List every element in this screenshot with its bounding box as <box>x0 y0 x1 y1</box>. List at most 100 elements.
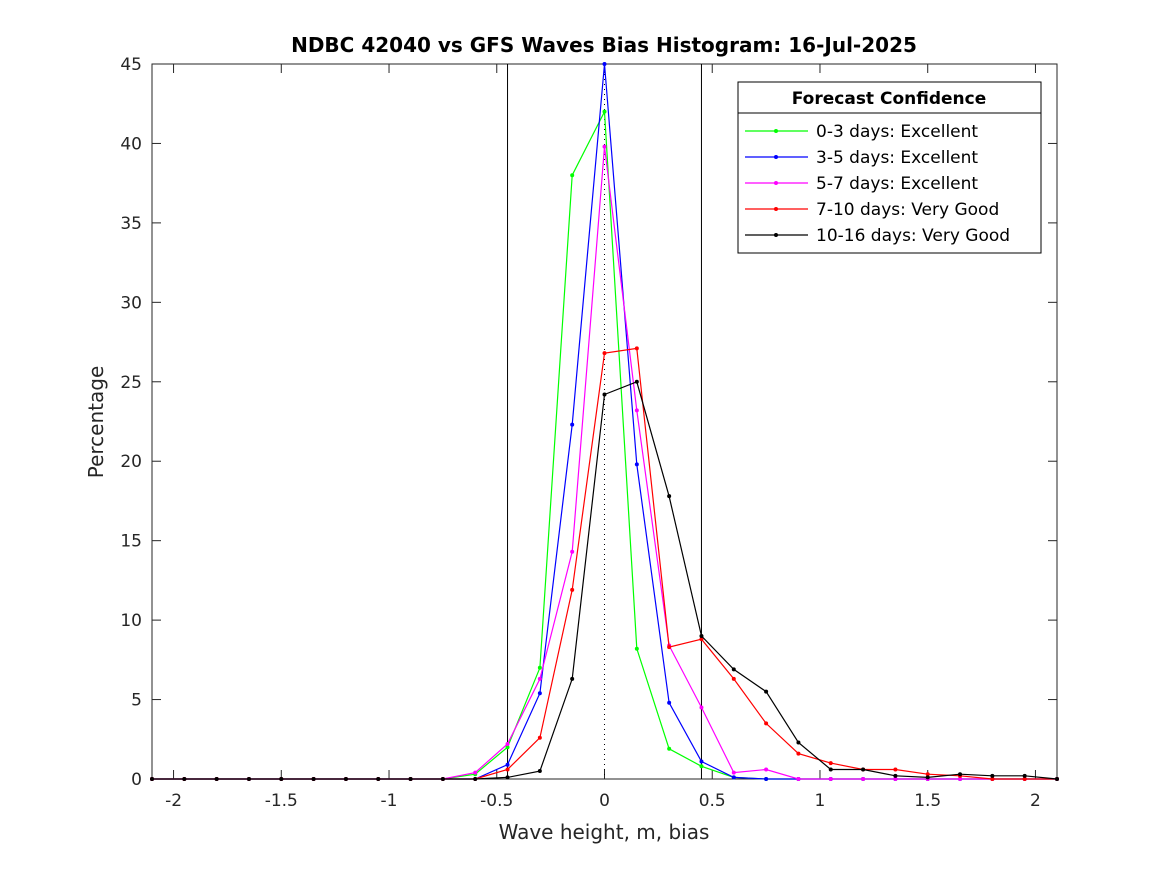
data-point <box>343 777 348 781</box>
data-point <box>537 769 542 774</box>
y-tick-label: 10 <box>120 611 142 631</box>
data-point <box>570 549 575 554</box>
data-point <box>1022 777 1027 781</box>
data-point <box>311 777 316 781</box>
data-point <box>699 759 704 764</box>
y-axis-title: Percentage <box>84 366 108 479</box>
data-point <box>990 773 995 778</box>
data-point <box>699 637 704 642</box>
data-point <box>667 700 672 705</box>
data-point <box>796 740 801 745</box>
y-tick-label: 35 <box>120 214 142 234</box>
data-point <box>796 751 801 756</box>
data-point <box>634 408 639 413</box>
data-point <box>764 767 769 772</box>
y-tick-label: 0 <box>131 770 142 790</box>
legend-marker <box>774 233 778 237</box>
data-point <box>570 676 575 681</box>
data-point <box>408 777 413 781</box>
x-axis-title: Wave height, m, bias <box>499 820 710 844</box>
data-point <box>699 705 704 710</box>
data-point <box>505 745 510 750</box>
data-point <box>634 462 639 467</box>
x-tick-label: -1.5 <box>265 791 298 811</box>
legend-marker <box>774 207 778 211</box>
legend-box <box>737 81 1042 254</box>
x-tick-label: 1.5 <box>914 791 941 811</box>
data-point <box>473 770 478 775</box>
legend-marker <box>774 181 778 185</box>
legend-label: 3-5 days: Excellent <box>816 148 978 168</box>
data-point <box>473 777 478 781</box>
data-point <box>667 746 672 751</box>
data-point <box>537 691 542 696</box>
data-point <box>828 767 833 772</box>
data-point <box>731 770 736 775</box>
data-point <box>699 764 704 769</box>
data-point <box>667 645 672 650</box>
x-tick-label: 1 <box>815 791 826 811</box>
y-tick-label: 20 <box>120 452 142 472</box>
data-point <box>796 777 801 781</box>
legend-title: Forecast Confidence <box>792 89 987 109</box>
legend-label: 10-16 days: Very Good <box>816 226 1010 246</box>
data-point <box>699 634 704 638</box>
data-point <box>990 777 995 781</box>
data-point <box>861 767 866 772</box>
data-point <box>505 742 510 747</box>
data-point <box>634 379 639 384</box>
data-point <box>602 144 607 149</box>
legend-marker <box>774 129 778 133</box>
data-point <box>602 62 607 66</box>
data-point <box>861 777 866 781</box>
series-5 <box>150 379 1059 781</box>
data-point <box>214 777 219 781</box>
data-point <box>828 777 833 781</box>
legend-marker <box>774 155 778 159</box>
data-point <box>505 767 510 772</box>
data-point <box>1022 773 1027 778</box>
data-point <box>958 772 963 777</box>
data-point <box>634 346 639 351</box>
legend-label: 7-10 days: Very Good <box>816 200 999 220</box>
data-point <box>246 777 251 781</box>
data-point <box>731 775 736 780</box>
y-tick-label: 25 <box>120 373 142 393</box>
data-point <box>570 422 575 427</box>
x-tick-label: -1 <box>381 791 398 811</box>
y-tick-label: 45 <box>120 55 142 75</box>
legend-label: 0-3 days: Excellent <box>816 122 978 142</box>
data-point <box>764 721 769 726</box>
data-point <box>505 775 510 780</box>
data-point <box>731 676 736 681</box>
y-tick-label: 15 <box>120 532 142 552</box>
data-point <box>764 689 769 694</box>
data-point <box>537 676 542 681</box>
data-point <box>602 392 607 397</box>
legend-label: 5-7 days: Excellent <box>816 174 978 194</box>
data-point <box>440 777 445 781</box>
data-point <box>958 777 963 781</box>
chart-title: NDBC 42040 vs GFS Waves Bias Histogram: … <box>291 33 917 57</box>
data-point <box>1055 777 1059 781</box>
data-point <box>893 773 898 778</box>
y-tick-label: 30 <box>120 293 142 313</box>
data-point <box>537 735 542 740</box>
y-tick-label: 40 <box>120 134 142 154</box>
legend: Forecast Confidence 0-3 days: Excellent 3… <box>737 81 1042 254</box>
data-point <box>634 646 639 651</box>
data-point <box>150 777 154 781</box>
x-tick-label: -0.5 <box>480 791 513 811</box>
data-point <box>376 777 381 781</box>
data-point <box>828 761 833 766</box>
data-point <box>893 767 898 772</box>
legend-entries: 0-3 days: Excellent 3-5 days: Excellent 5-… <box>745 122 1010 246</box>
data-point <box>182 777 187 781</box>
data-point <box>667 494 672 499</box>
data-point <box>893 777 898 781</box>
data-point <box>570 587 575 592</box>
data-point <box>764 777 769 781</box>
data-point <box>279 777 284 781</box>
